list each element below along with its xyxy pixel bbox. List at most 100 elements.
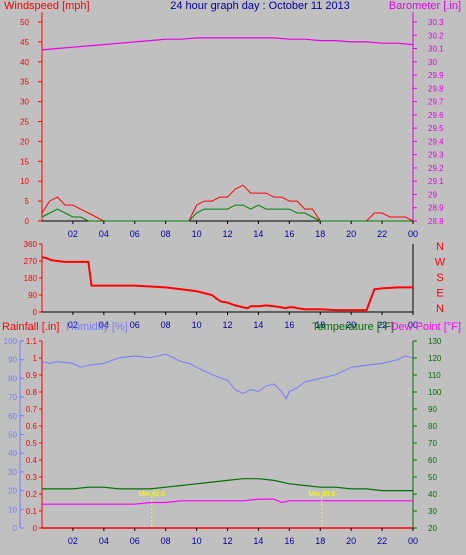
compass-label: W [435, 257, 446, 269]
x-tick-label: 16 [284, 229, 294, 239]
rain-tick-label: 1.1 [26, 337, 38, 346]
wind-tick-label: 45 [20, 38, 29, 47]
compass-label: S [436, 272, 443, 284]
temperature-tick-label: 20 [428, 524, 437, 533]
wind-tick-label: 40 [20, 58, 29, 67]
compass-label: N [436, 303, 444, 315]
wind-tick-label: 30 [20, 98, 29, 107]
barometer-tick-label: 28.9 [428, 204, 444, 213]
humidity-tick-label: 70 [8, 393, 17, 402]
humidity-axis-title: Humidity [%] [66, 321, 128, 333]
rain-tick-label: 0.8 [26, 388, 38, 397]
dewpoint-axis-title: Dew Point [°F] [391, 321, 461, 333]
x-tick-label: 12 [222, 536, 232, 546]
barometer-tick-label: 29.4 [428, 137, 444, 146]
wind-axis-title: Windspeed [mph] [4, 0, 90, 12]
rain-tick-label: 0.7 [26, 405, 38, 414]
wind-tick-label: 0 [25, 217, 30, 226]
temperature-axis-title: Temperature [°F] [312, 321, 394, 333]
wind-tick-label: 35 [20, 78, 29, 87]
barometer-tick-label: 29.5 [428, 124, 444, 133]
x-tick-label: 08 [161, 320, 171, 330]
wind-tick-label: 5 [25, 197, 30, 206]
wind-tick-label: 10 [20, 177, 29, 186]
rain-tick-label: 0.4 [26, 456, 38, 465]
wind-direction-line [41, 256, 413, 312]
humidity-tick-label: 40 [8, 449, 17, 458]
x-tick-label: 04 [99, 229, 109, 239]
x-tick-label: 02 [68, 229, 78, 239]
x-tick-label: 08 [161, 229, 171, 239]
x-tick-label: 02 [68, 320, 78, 330]
temperature-tick-label: 110 [428, 371, 441, 380]
rain-tick-label: 0.5 [26, 439, 38, 448]
temperature-tick-label: 120 [428, 354, 442, 363]
barometer-tick-label: 29 [428, 190, 437, 199]
barometer-axis-title: Barometer [.in] [389, 0, 461, 12]
x-tick-label: 20 [346, 229, 356, 239]
temperature-line [42, 478, 413, 492]
wind-tick-label: 20 [20, 137, 29, 146]
min-annotation-label: Min 38.0 [308, 491, 335, 498]
rain-tick-label: 0.2 [26, 490, 38, 499]
rain-tick-label: 0.3 [26, 473, 38, 482]
x-tick-label: 22 [377, 536, 387, 546]
rain-tick-label: 1 [33, 354, 38, 363]
wind-tick-label: 15 [20, 157, 29, 166]
x-tick-label: 16 [284, 536, 294, 546]
humidity-tick-label: 10 [8, 505, 17, 514]
compass-label: N [436, 241, 444, 253]
x-tick-label: 10 [192, 320, 202, 330]
barometer-tick-label: 29.3 [428, 151, 444, 160]
barometer-tick-label: 29.9 [428, 71, 444, 80]
x-tick-label: 06 [130, 229, 140, 239]
rain-tick-label: 0 [33, 524, 38, 533]
barometer-tick-label: 30.1 [428, 45, 444, 54]
temperature-tick-label: 130 [428, 337, 442, 346]
barometer-tick-label: 30 [428, 58, 437, 67]
windspeed-line [41, 184, 414, 222]
humidity-tick-label: 90 [8, 356, 17, 365]
direction-tick-label: 0 [33, 308, 38, 317]
x-tick-label: 04 [99, 320, 109, 330]
rain-tick-label: 0.1 [26, 507, 38, 516]
x-tick-label: 08 [161, 536, 171, 546]
direction-tick-label: 360 [24, 240, 38, 249]
x-tick-label: 18 [315, 320, 325, 330]
x-tick-label: 22 [377, 320, 387, 330]
barometer-tick-label: 29.1 [428, 177, 444, 186]
x-tick-label: 04 [99, 536, 109, 546]
direction-tick-label: 90 [28, 291, 37, 300]
humidity-tick-label: 100 [4, 337, 18, 346]
humidity-tick-label: 80 [8, 374, 17, 383]
barometer-tick-label: 29.8 [428, 84, 444, 93]
graph-title: 24 hour graph day : October 11 2013 [170, 0, 350, 12]
humidity-tick-label: 20 [8, 487, 17, 496]
x-tick-label: 02 [68, 536, 78, 546]
x-tick-label: 14 [253, 320, 263, 330]
barometer-tick-label: 28.8 [428, 217, 444, 226]
x-tick-label: 12 [222, 229, 232, 239]
humidity-line [41, 353, 414, 401]
temperature-tick-label: 30 [428, 507, 437, 516]
x-tick-label: 00 [408, 229, 418, 239]
x-tick-label: 14 [253, 229, 263, 239]
x-tick-label: 20 [346, 320, 356, 330]
temperature-tick-label: 70 [428, 439, 437, 448]
x-tick-label: 00 [408, 536, 418, 546]
x-tick-label: 10 [192, 229, 202, 239]
x-tick-label: 20 [346, 536, 356, 546]
humidity-tick-label: 30 [8, 468, 17, 477]
rain-tick-label: 0.6 [26, 422, 38, 431]
temperature-tick-label: 100 [428, 388, 442, 397]
wind-tick-label: 25 [20, 118, 29, 127]
x-tick-label: 18 [315, 229, 325, 239]
dewpoint-line [42, 498, 413, 505]
temperature-tick-label: 50 [428, 473, 437, 482]
wind-tick-label: 50 [20, 18, 29, 27]
compass-label: E [436, 288, 443, 300]
humidity-tick-label: 60 [8, 412, 17, 421]
humidity-tick-label: 50 [8, 431, 17, 440]
gust-line [41, 204, 413, 222]
